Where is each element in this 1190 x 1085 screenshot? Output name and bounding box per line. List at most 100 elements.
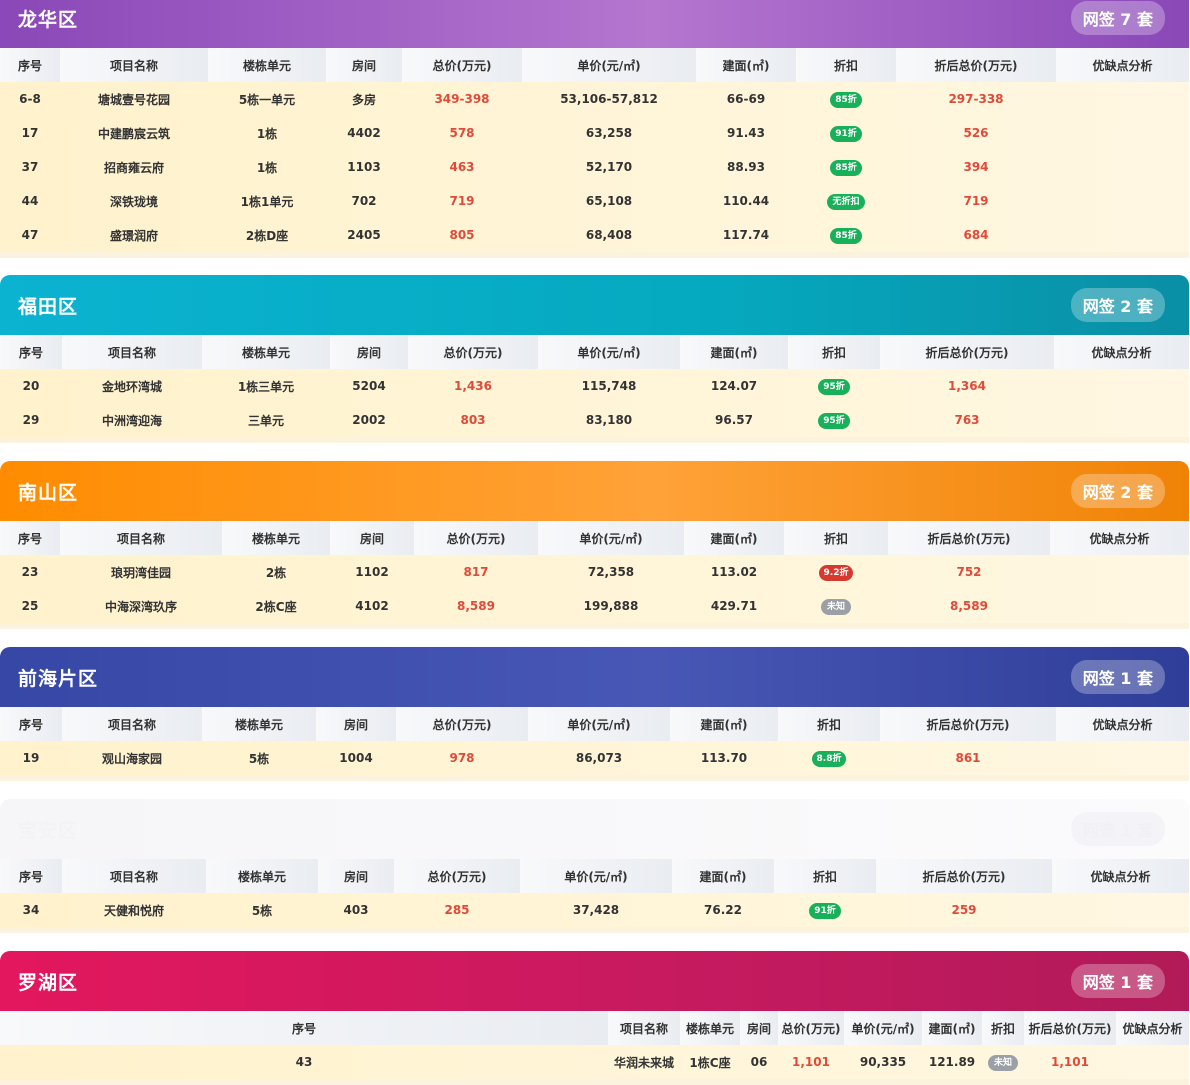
cell-discount: 95折 — [788, 403, 880, 443]
header-price: 单价(元/㎡) — [538, 521, 684, 555]
cell-price: 52,170 — [585, 160, 633, 174]
cell-area: 110.44 — [722, 194, 770, 208]
header-discount: 折扣 — [982, 1011, 1024, 1045]
cell-room: 4402 — [347, 126, 381, 140]
discount-badge: 95折 — [818, 412, 850, 429]
signed-count-badge: 网签 1 套 — [1070, 812, 1165, 846]
header-price: 单价(元/㎡) — [844, 1011, 922, 1045]
table-row: 6-8 塘城壹号花园 5栋一单元 多房 349-398 53,106-57,81… — [0, 82, 1189, 116]
district-title: 南山区 — [18, 481, 79, 504]
section-header: 前海片区 网签 1 套 — [0, 647, 1189, 707]
cell-price: 53,106-57,812 — [560, 92, 658, 106]
header-unit: 楼栋单元 — [222, 521, 330, 555]
table-row: 17 中建鹏宸云筑 1栋 4402 578 63,258 91.43 91折 5… — [0, 116, 1189, 150]
header-area: 建面(㎡) — [680, 335, 788, 369]
cell-analysis — [1056, 741, 1189, 781]
cell-analysis — [1056, 116, 1189, 150]
cell-after: 861 — [880, 741, 1056, 781]
cell-area: 76.22 — [672, 893, 774, 933]
table-row: 29 中洲湾迎海 三单元 2002 803 83,180 96.57 95折 7… — [0, 403, 1189, 443]
header-area: 建面(㎡) — [922, 1011, 982, 1045]
header-room: 房间 — [326, 48, 402, 82]
header-name: 项目名称 — [62, 859, 206, 893]
cell-after: 1,101 — [1024, 1045, 1116, 1085]
header-area: 建面(㎡) — [684, 521, 784, 555]
cell-room: 2405 — [326, 218, 402, 258]
cell-discount: 未知 — [784, 589, 888, 629]
cell-no: 44 — [21, 194, 39, 208]
cell-name: 深铁珑境 — [109, 194, 158, 209]
listing-table: 序号 项目名称 楼栋单元 房间 总价(万元) 单价(元/㎡) 建面(㎡) 折扣 … — [0, 707, 1189, 781]
cell-unit: 2栋C座 — [222, 589, 330, 629]
cell-discount: 9.2折 — [784, 555, 888, 589]
cell-name: 天健和悦府 — [62, 893, 206, 933]
cell-price: 68,408 — [522, 218, 696, 258]
header-price: 单价(元/㎡) — [522, 48, 696, 82]
discount-badge: 未知 — [988, 1054, 1018, 1071]
header-unit: 楼栋单元 — [202, 335, 330, 369]
cell-total: 578 — [449, 126, 475, 140]
cell-price: 83,180 — [538, 403, 680, 443]
cell-after: 719 — [963, 194, 989, 208]
table-header: 序号 项目名称 楼栋单元 房间 总价(万元) 单价(元/㎡) 建面(㎡) 折扣 … — [0, 1011, 1189, 1045]
district-section-baoan: 宝安区 网签 1 套 序号 项目名称 楼栋单元 房间 总价(万元) 单价(元/㎡… — [0, 799, 1189, 933]
cell-total: 349-398 — [434, 92, 490, 106]
cell-discount: 91折 — [774, 893, 876, 933]
table-header: 序号 项目名称 楼栋单元 房间 总价(万元) 单价(元/㎡) 建面(㎡) 折扣 … — [0, 859, 1189, 893]
cell-name: 中洲湾迎海 — [62, 403, 202, 443]
cell-total: 978 — [396, 741, 528, 781]
table-row: 25 中海深湾玖序 2栋C座 4102 8,589 199,888 429.71… — [0, 589, 1189, 629]
discount-badge: 未知 — [821, 598, 851, 615]
cell-analysis — [1056, 82, 1189, 116]
district-section-longhua: 龙华区 网签 7 套 序号 项目名称 楼栋单元 房间 总价(万元) 单价(元/㎡… — [0, 0, 1189, 258]
header-discount: 折扣 — [796, 48, 896, 82]
cell-total: 8,589 — [414, 589, 538, 629]
listing-table: 序号 项目名称 楼栋单元 房间 总价(万元) 单价(元/㎡) 建面(㎡) 折扣 … — [0, 48, 1189, 258]
header-unit: 楼栋单元 — [202, 707, 316, 741]
cell-discount: 85折 — [796, 218, 896, 258]
header-analysis: 优缺点分析 — [1116, 1011, 1189, 1045]
header-name: 项目名称 — [62, 707, 202, 741]
signed-count-badge: 网签 1 套 — [1070, 964, 1165, 998]
cell-no: 23 — [21, 565, 39, 579]
header-after: 折后总价(万元) — [896, 48, 1056, 82]
section-header: 福田区 网签 2 套 — [0, 275, 1189, 335]
cell-area: 113.02 — [710, 565, 758, 579]
cell-discount: 未知 — [982, 1045, 1024, 1085]
header-room: 房间 — [330, 335, 408, 369]
district-title: 前海片区 — [18, 667, 99, 690]
cell-price: 90,335 — [844, 1045, 922, 1085]
cell-price: 199,888 — [538, 589, 684, 629]
cell-discount: 91折 — [796, 116, 896, 150]
header-unit: 楼栋单元 — [680, 1011, 740, 1045]
cell-after: 763 — [880, 403, 1054, 443]
cell-area: 88.93 — [727, 160, 765, 174]
district-title: 宝安区 — [18, 819, 79, 842]
cell-name: 华润未来城 — [608, 1045, 680, 1085]
signed-count-badge: 网签 2 套 — [1070, 474, 1165, 508]
table-row: 43 华润未来城 1栋C座 06 1,101 90,335 121.89 未知 … — [0, 1045, 1189, 1085]
header-analysis: 优缺点分析 — [1056, 707, 1189, 741]
cell-total: 719 — [449, 194, 475, 208]
header-analysis: 优缺点分析 — [1052, 859, 1189, 893]
cell-total: 463 — [449, 160, 475, 174]
cell-room: 403 — [318, 893, 394, 933]
cell-no: 6-8 — [19, 92, 41, 106]
cell-after: 394 — [963, 160, 989, 174]
cell-price: 86,073 — [528, 741, 670, 781]
header-price: 单价(元/㎡) — [528, 707, 670, 741]
header-no: 序号 — [0, 48, 60, 82]
cell-room: 2002 — [330, 403, 408, 443]
listing-table: 序号 项目名称 楼栋单元 房间 总价(万元) 单价(元/㎡) 建面(㎡) 折扣 … — [0, 335, 1189, 443]
header-name: 项目名称 — [608, 1011, 680, 1045]
cell-total: 1,101 — [778, 1045, 844, 1085]
header-area: 建面(㎡) — [670, 707, 778, 741]
header-no: 序号 — [0, 521, 60, 555]
header-room: 房间 — [330, 521, 414, 555]
table-row: 44 深铁珑境 1栋1单元 702 719 65,108 110.44 无折扣 … — [0, 184, 1189, 218]
table-header: 序号 项目名称 楼栋单元 房间 总价(万元) 单价(元/㎡) 建面(㎡) 折扣 … — [0, 521, 1189, 555]
cell-no: 25 — [0, 589, 60, 629]
header-total: 总价(万元) — [778, 1011, 844, 1045]
cell-analysis — [1056, 184, 1189, 218]
discount-badge: 9.2折 — [818, 564, 854, 581]
